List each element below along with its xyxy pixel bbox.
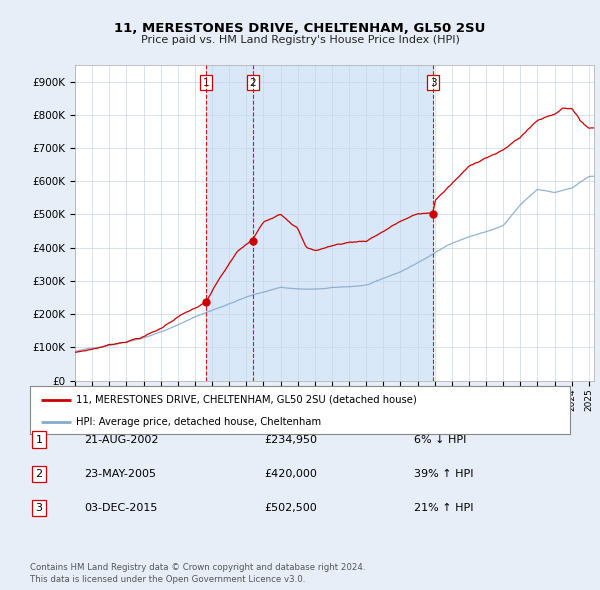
Text: 6% ↓ HPI: 6% ↓ HPI [414, 435, 466, 444]
Text: 23-MAY-2005: 23-MAY-2005 [84, 469, 156, 478]
Text: 1: 1 [203, 77, 209, 87]
Text: 03-DEC-2015: 03-DEC-2015 [84, 503, 157, 513]
Text: HPI: Average price, detached house, Cheltenham: HPI: Average price, detached house, Chel… [76, 417, 321, 427]
Text: 2: 2 [35, 469, 43, 478]
Text: 21% ↑ HPI: 21% ↑ HPI [414, 503, 473, 513]
Text: 2: 2 [250, 77, 256, 87]
Text: 1: 1 [35, 435, 43, 444]
Text: 39% ↑ HPI: 39% ↑ HPI [414, 469, 473, 478]
Text: £234,950: £234,950 [264, 435, 317, 444]
Text: £502,500: £502,500 [264, 503, 317, 513]
Text: 3: 3 [35, 503, 43, 513]
Text: £420,000: £420,000 [264, 469, 317, 478]
Text: 11, MERESTONES DRIVE, CHELTENHAM, GL50 2SU: 11, MERESTONES DRIVE, CHELTENHAM, GL50 2… [115, 22, 485, 35]
Text: Contains HM Land Registry data © Crown copyright and database right 2024.
This d: Contains HM Land Registry data © Crown c… [30, 563, 365, 584]
Text: 3: 3 [430, 77, 437, 87]
Text: 21-AUG-2002: 21-AUG-2002 [84, 435, 158, 444]
Bar [206, 65, 433, 381]
Text: 11, MERESTONES DRIVE, CHELTENHAM, GL50 2SU (detached house): 11, MERESTONES DRIVE, CHELTENHAM, GL50 2… [76, 395, 416, 405]
Text: Price paid vs. HM Land Registry's House Price Index (HPI): Price paid vs. HM Land Registry's House … [140, 35, 460, 45]
